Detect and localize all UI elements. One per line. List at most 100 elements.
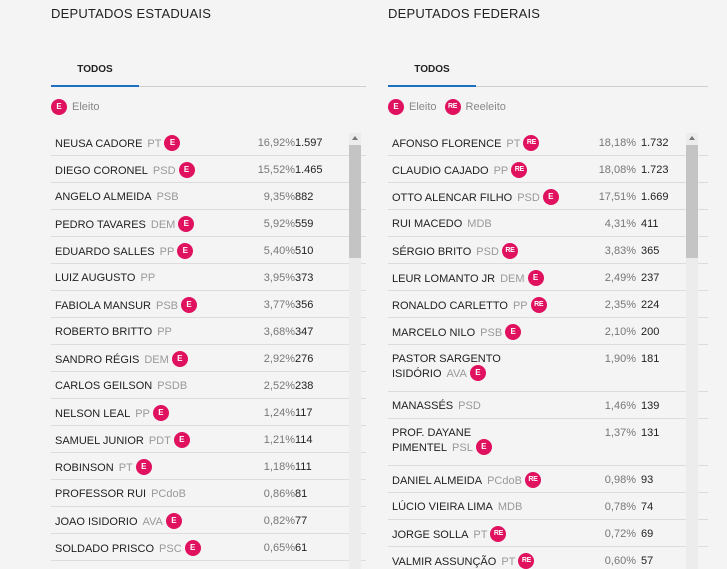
candidate-row[interactable]: PROF. DAYANE PIMENTEL PSL E 1,37% 131 [388,419,708,466]
candidate-party: PT [501,555,516,568]
candidate-info: SOLDADO PRISCO PSC E [55,540,201,557]
reeleito-badge-icon: RE [490,526,507,542]
candidate-row[interactable]: SÉRGIO BRITO PSD RE 3,83% 365 [388,237,708,264]
legend-item: RE Reeleito [444,99,506,115]
candidate-row[interactable]: PEDRO TAVARES DEM E 5,92% 559 [51,210,366,237]
candidate-info: FABIOLA MANSUR PSB E [55,297,197,314]
candidate-row[interactable]: LEUR LOMANTO JR DEM E 2,49% 237 [388,264,708,291]
candidate-name: NELSON LEAL [55,407,131,420]
candidate-row[interactable]: OTTO ALENCAR FILHO PSD E 17,51% 1.669 [388,183,708,210]
candidate-row[interactable]: DANIEL ALMEIDA PCdoB RE 0,98% 93 [388,466,708,493]
reeleito-badge-icon: RE [524,472,541,488]
vote-percentage: 3,95% [263,272,295,284]
candidate-row[interactable]: SOLDADO PRISCO PSC E 0,65% 61 [51,534,366,561]
candidate-row[interactable]: LÚCIO VIEIRA LIMA MDB 0,78% 74 [388,493,708,520]
candidate-list-federais[interactable]: AFONSO FLORENCE PT RE 18,18% 1.732 CLAUDIO CA… [388,129,708,569]
candidate-info: EDUARDO SALLES PP E [55,243,194,260]
candidate-party: PSB [155,299,178,312]
candidate-row[interactable]: SANDRO RÉGIS DEM E 2,92% 276 [51,345,366,372]
tab-todos[interactable]: TODOS [388,54,476,87]
candidate-list-estaduais[interactable]: NEUSA CADORE PT E 16,92% 1.597 DIEGO CORONEL P… [51,129,366,569]
vote-count: 347 [295,326,314,338]
candidate-row[interactable]: PASTOR SARGENTO ISIDÓRIO AVA E 1,90% 181 [388,345,708,392]
candidate-name: MANASSÉS [392,400,454,412]
candidate-row[interactable]: CARLOS GEILSON PSDB 2,52% 238 [51,372,366,399]
vote-percentage: 1,90% [604,353,636,365]
reeleito-badge-icon: RE [530,297,547,313]
candidate-party: PSL [452,441,473,454]
vote-percentage: 0,78% [604,501,636,513]
vote-percentage: 5,40% [263,245,295,257]
scroll-up-arrow-icon[interactable] [689,136,695,140]
vote-count: 365 [641,245,660,257]
legend-label: Eleito [72,101,100,113]
candidate-info: RUI MACEDO MDB [392,217,492,231]
candidate-name: FABIOLA MANSUR [55,299,151,312]
eleito-badge-icon: E [469,365,486,381]
candidate-row[interactable]: VALMIR ASSUNÇÃO PT RE 0,60% 57 [388,547,708,569]
candidate-party: PT [473,528,488,541]
candidate-info: JORGE SOLLA PT RE [392,526,507,543]
candidate-row[interactable]: RONALDO CARLETTO PP RE 2,35% 224 [388,291,708,318]
vote-percentage: 0,65% [263,542,295,554]
eleito-badge-icon: E [171,351,188,367]
scrollbar-estaduais[interactable] [349,133,361,569]
candidate-name: RUI MACEDO [392,218,463,230]
vote-percentage: 0,72% [604,528,636,540]
candidate-row[interactable]: NEUSA CADORE PT E 16,92% 1.597 [51,129,366,156]
vote-count: 200 [641,326,660,338]
vote-count: 61 [295,542,308,554]
candidate-row[interactable]: FABIOLA MANSUR PSB E 3,77% 356 [51,291,366,318]
candidate-info: CARLOS GEILSON PSDB [55,379,187,393]
vote-count: 57 [641,555,654,567]
candidate-info: AFONSO FLORENCE PT RE [392,135,540,152]
candidate-party: AVA [142,515,163,528]
candidate-row[interactable]: SAMUEL JUNIOR PDT E 1,21% 114 [51,426,366,453]
candidate-info: SAMUEL JUNIOR PDT E [55,432,190,449]
candidate-info: LEUR LOMANTO JR DEM E [392,270,544,287]
candidate-party: PCdoB [487,474,522,487]
scrollbar-federais[interactable] [686,133,698,569]
candidate-row[interactable]: PROFESSOR RUI PCdoB 0,86% 81 [51,480,366,507]
vote-percentage: 5,92% [263,218,295,230]
vote-percentage: 1,18% [263,461,295,473]
reeleito-badge-icon: RE [511,162,528,178]
candidate-row[interactable]: DIEGO CORONEL PSD E 15,52% 1.465 [51,156,366,183]
vote-count: 77 [295,515,308,527]
vote-count: 117 [295,407,313,419]
vote-count: 111 [295,461,312,473]
candidate-row[interactable]: MARCELO NILO PSB E 2,10% 200 [388,318,708,345]
candidate-row[interactable]: LUIZ AUGUSTO PP 3,95% 373 [51,264,366,291]
candidate-row[interactable]: ROBINSON PT E 1,18% 111 [51,453,366,480]
candidate-row[interactable]: AFONSO FLORENCE PT RE 18,18% 1.732 [388,129,708,156]
candidate-info: LUIZ AUGUSTO PP [55,271,155,285]
vote-percentage: 2,35% [604,299,636,311]
candidate-row[interactable]: JOAO ISIDORIO AVA E 0,82% 77 [51,507,366,534]
candidate-row[interactable]: RUI MACEDO MDB 4,31% 411 [388,210,708,237]
candidate-party: PSDB [157,380,188,392]
candidate-info: CLAUDIO CAJADO PP RE [392,162,528,179]
candidate-row[interactable]: ANGELO ALMEIDA PSB 9,35% 882 [51,183,366,210]
scroll-up-arrow-icon[interactable] [352,136,358,140]
candidate-row[interactable]: ROBERTO BRITTO PP 3,68% 347 [51,318,366,345]
vote-count: 1.669 [641,191,669,203]
vote-percentage: 17,51% [598,191,636,203]
candidate-info: OTTO ALENCAR FILHO PSD E [392,189,559,206]
candidate-info: NELSON LEAL PP E [55,405,169,422]
scrollbar-thumb[interactable] [686,145,698,258]
vote-count: 131 [641,427,660,439]
scrollbar-thumb[interactable] [349,145,361,258]
candidate-row[interactable]: CLAUDIO CAJADO PP RE 18,08% 1.723 [388,156,708,183]
tabs-estaduais: TODOS [51,54,366,87]
candidate-info: PROFESSOR RUI PCdoB [55,487,186,501]
candidate-row[interactable]: JORGE SOLLA PT RE 0,72% 69 [388,520,708,547]
candidate-row[interactable]: EDUARDO SALLES PP E 5,40% 510 [51,237,366,264]
candidate-name: DIEGO CORONEL [55,164,148,177]
candidate-name: SÉRGIO BRITO [392,245,472,258]
candidate-row[interactable]: NELSON LEAL PP E 1,24% 117 [51,399,366,426]
candidate-name: LUIZ AUGUSTO [55,272,136,284]
candidate-row[interactable]: MANASSÉS PSD 1,46% 139 [388,392,708,419]
vote-percentage: 2,52% [263,380,295,392]
tab-todos[interactable]: TODOS [51,54,139,87]
candidate-name: LÚCIO VIEIRA LIMA [392,501,493,513]
